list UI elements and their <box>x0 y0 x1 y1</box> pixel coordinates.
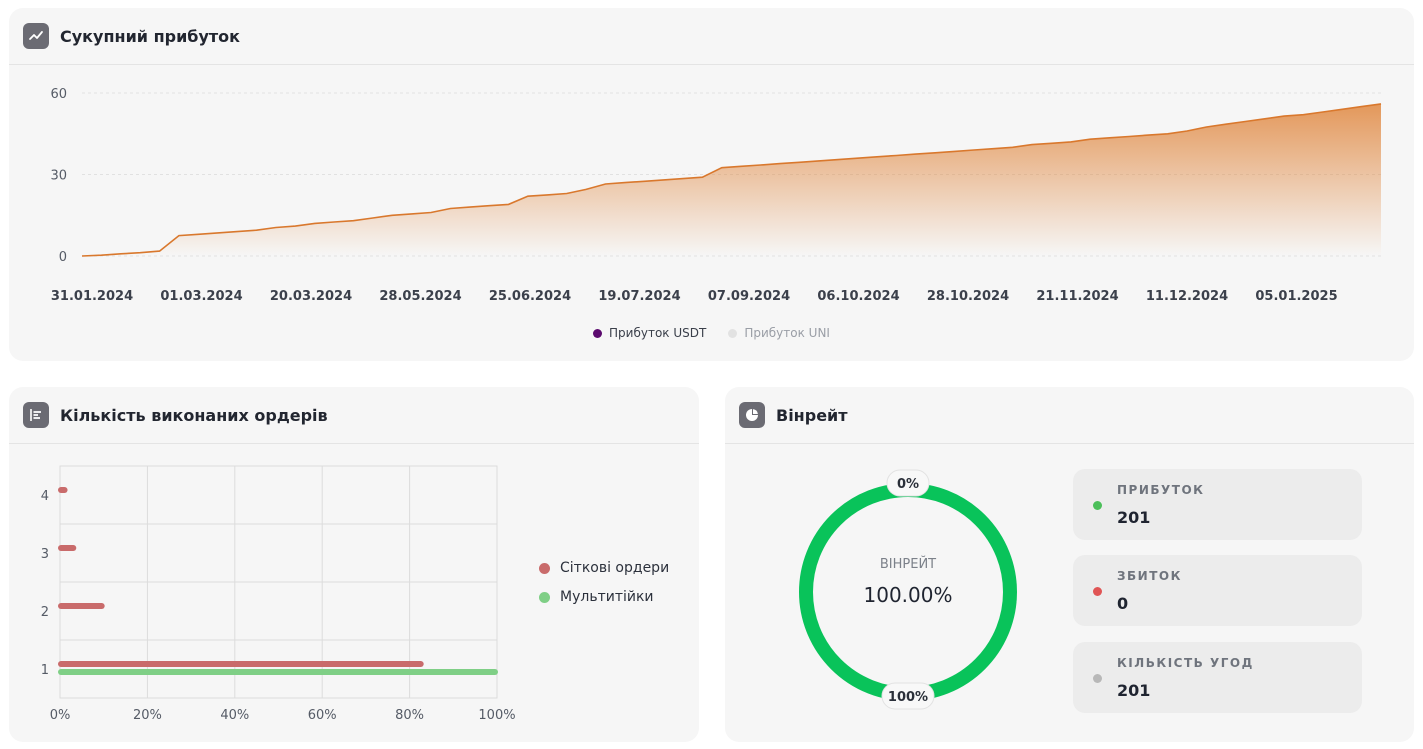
legend-dot-multitakes <box>539 591 550 603</box>
winrate-card: Вінрейт ВІНРЕЙТ 100.00% 0% 100% ПРИБУТОК… <box>725 387 1414 742</box>
y-tick-label: 4 <box>41 489 49 504</box>
x-tick-label: 28.05.2024 <box>379 289 461 304</box>
orders-card-header: Кількість виконаних ордерів <box>9 387 699 444</box>
stat-profit-dot <box>1093 501 1102 510</box>
stat-trades-dot <box>1093 674 1102 683</box>
x-tick-label: 60% <box>308 708 337 723</box>
winrate-donut: ВІНРЕЙТ 100.00% 0% 100% <box>799 469 1017 710</box>
legend-item-grid-orders[interactable]: Сіткові ордери <box>539 560 669 576</box>
x-tick-label: 100% <box>478 708 515 723</box>
stat-loss-label: ЗБИТОК <box>1117 569 1182 583</box>
y-tick-label: 2 <box>41 605 49 620</box>
x-tick-label: 40% <box>220 708 249 723</box>
profit-card-title: Сукупний прибуток <box>60 26 241 46</box>
legend-dot-grid-orders <box>539 562 550 574</box>
winrate-center-label: ВІНРЕЙТ <box>880 556 936 572</box>
winrate-top-marker: 0% <box>897 477 919 492</box>
x-tick-label: 31.01.2024 <box>51 289 133 304</box>
x-tick-label: 25.06.2024 <box>489 289 571 304</box>
stat-trades: КІЛЬКІСТЬ УГОД 201 <box>1073 642 1362 713</box>
x-tick-label: 19.07.2024 <box>598 289 680 304</box>
line-chart-icon <box>23 23 49 49</box>
x-tick-label: 01.03.2024 <box>160 289 242 304</box>
profit-area-fill <box>82 103 1381 257</box>
winrate-bottom-marker: 100% <box>888 690 928 705</box>
orders-card-title: Кількість виконаних ордерів <box>60 405 328 425</box>
x-tick-label: 21.11.2024 <box>1036 289 1118 304</box>
x-tick-label: 06.10.2024 <box>817 289 899 304</box>
winrate-card-title: Вінрейт <box>776 405 848 425</box>
legend-dot-usdt <box>593 328 603 338</box>
stat-profit: ПРИБУТОК 201 <box>1073 469 1362 540</box>
stat-profit-label: ПРИБУТОК <box>1117 483 1205 497</box>
y-tick-label: 1 <box>41 663 49 678</box>
profit-card: Сукупний прибуток 0 30 60 31.01.2024 01.03.2… <box>9 8 1414 361</box>
x-tick-label: 07.09.2024 <box>708 289 790 304</box>
pie-chart-icon <box>739 402 765 428</box>
bar-list-icon <box>23 402 49 428</box>
stat-profit-value: 201 <box>1117 508 1151 527</box>
legend-label-uni: Прибуток UNI <box>744 326 830 340</box>
stat-loss-dot <box>1093 587 1102 596</box>
profit-area-chart[interactable]: 0 30 60 31.01.2024 01.03.2024 20.03.2024 28.05… <box>9 73 1414 323</box>
orders-legend: Сіткові ордери Мультитійки <box>539 560 669 618</box>
x-tick-label: 20.03.2024 <box>270 289 352 304</box>
y-tick-label: 0 <box>59 250 67 265</box>
profit-card-header: Сукупний прибуток <box>9 8 1414 65</box>
stat-loss-value: 0 <box>1117 594 1129 613</box>
stat-loss: ЗБИТОК 0 <box>1073 555 1362 626</box>
winrate-card-header: Вінрейт <box>725 387 1414 444</box>
legend-item-usdt[interactable]: Прибуток USDT <box>593 326 706 340</box>
y-tick-label: 60 <box>50 87 67 102</box>
stat-trades-value: 201 <box>1117 681 1151 700</box>
legend-label-usdt: Прибуток USDT <box>609 326 707 340</box>
legend-item-uni[interactable]: Прибуток UNI <box>728 326 830 340</box>
y-tick-label: 3 <box>41 547 49 562</box>
x-tick-label: 0% <box>50 708 71 723</box>
x-tick-label: 11.12.2024 <box>1146 289 1228 304</box>
winrate-center-value: 100.00% <box>864 583 953 607</box>
profit-legend: Прибуток USDT Прибуток UNI <box>9 326 1414 340</box>
winrate-bottom-marker-bg <box>881 682 935 710</box>
x-tick-label: 28.10.2024 <box>927 289 1009 304</box>
orders-bar-chart[interactable]: 0% 20% 40% 60% 80% 100% 1 2 3 4 <box>9 447 529 742</box>
legend-label-multitakes: Мультитійки <box>560 589 654 605</box>
legend-dot-uni <box>728 328 738 338</box>
stat-trades-label: КІЛЬКІСТЬ УГОД <box>1117 656 1254 670</box>
legend-item-multitakes[interactable]: Мультитійки <box>539 589 669 605</box>
legend-label-grid-orders: Сіткові ордери <box>560 560 670 576</box>
profit-line <box>81 103 1382 257</box>
winrate-top-marker-bg <box>886 469 930 497</box>
x-tick-label: 80% <box>395 708 424 723</box>
orders-card: Кількість виконаних ордерів 0% 20% 40% 60% 8… <box>9 387 699 742</box>
x-tick-label: 20% <box>133 708 162 723</box>
y-tick-label: 30 <box>50 169 67 184</box>
x-tick-label: 05.01.2025 <box>1255 289 1337 304</box>
